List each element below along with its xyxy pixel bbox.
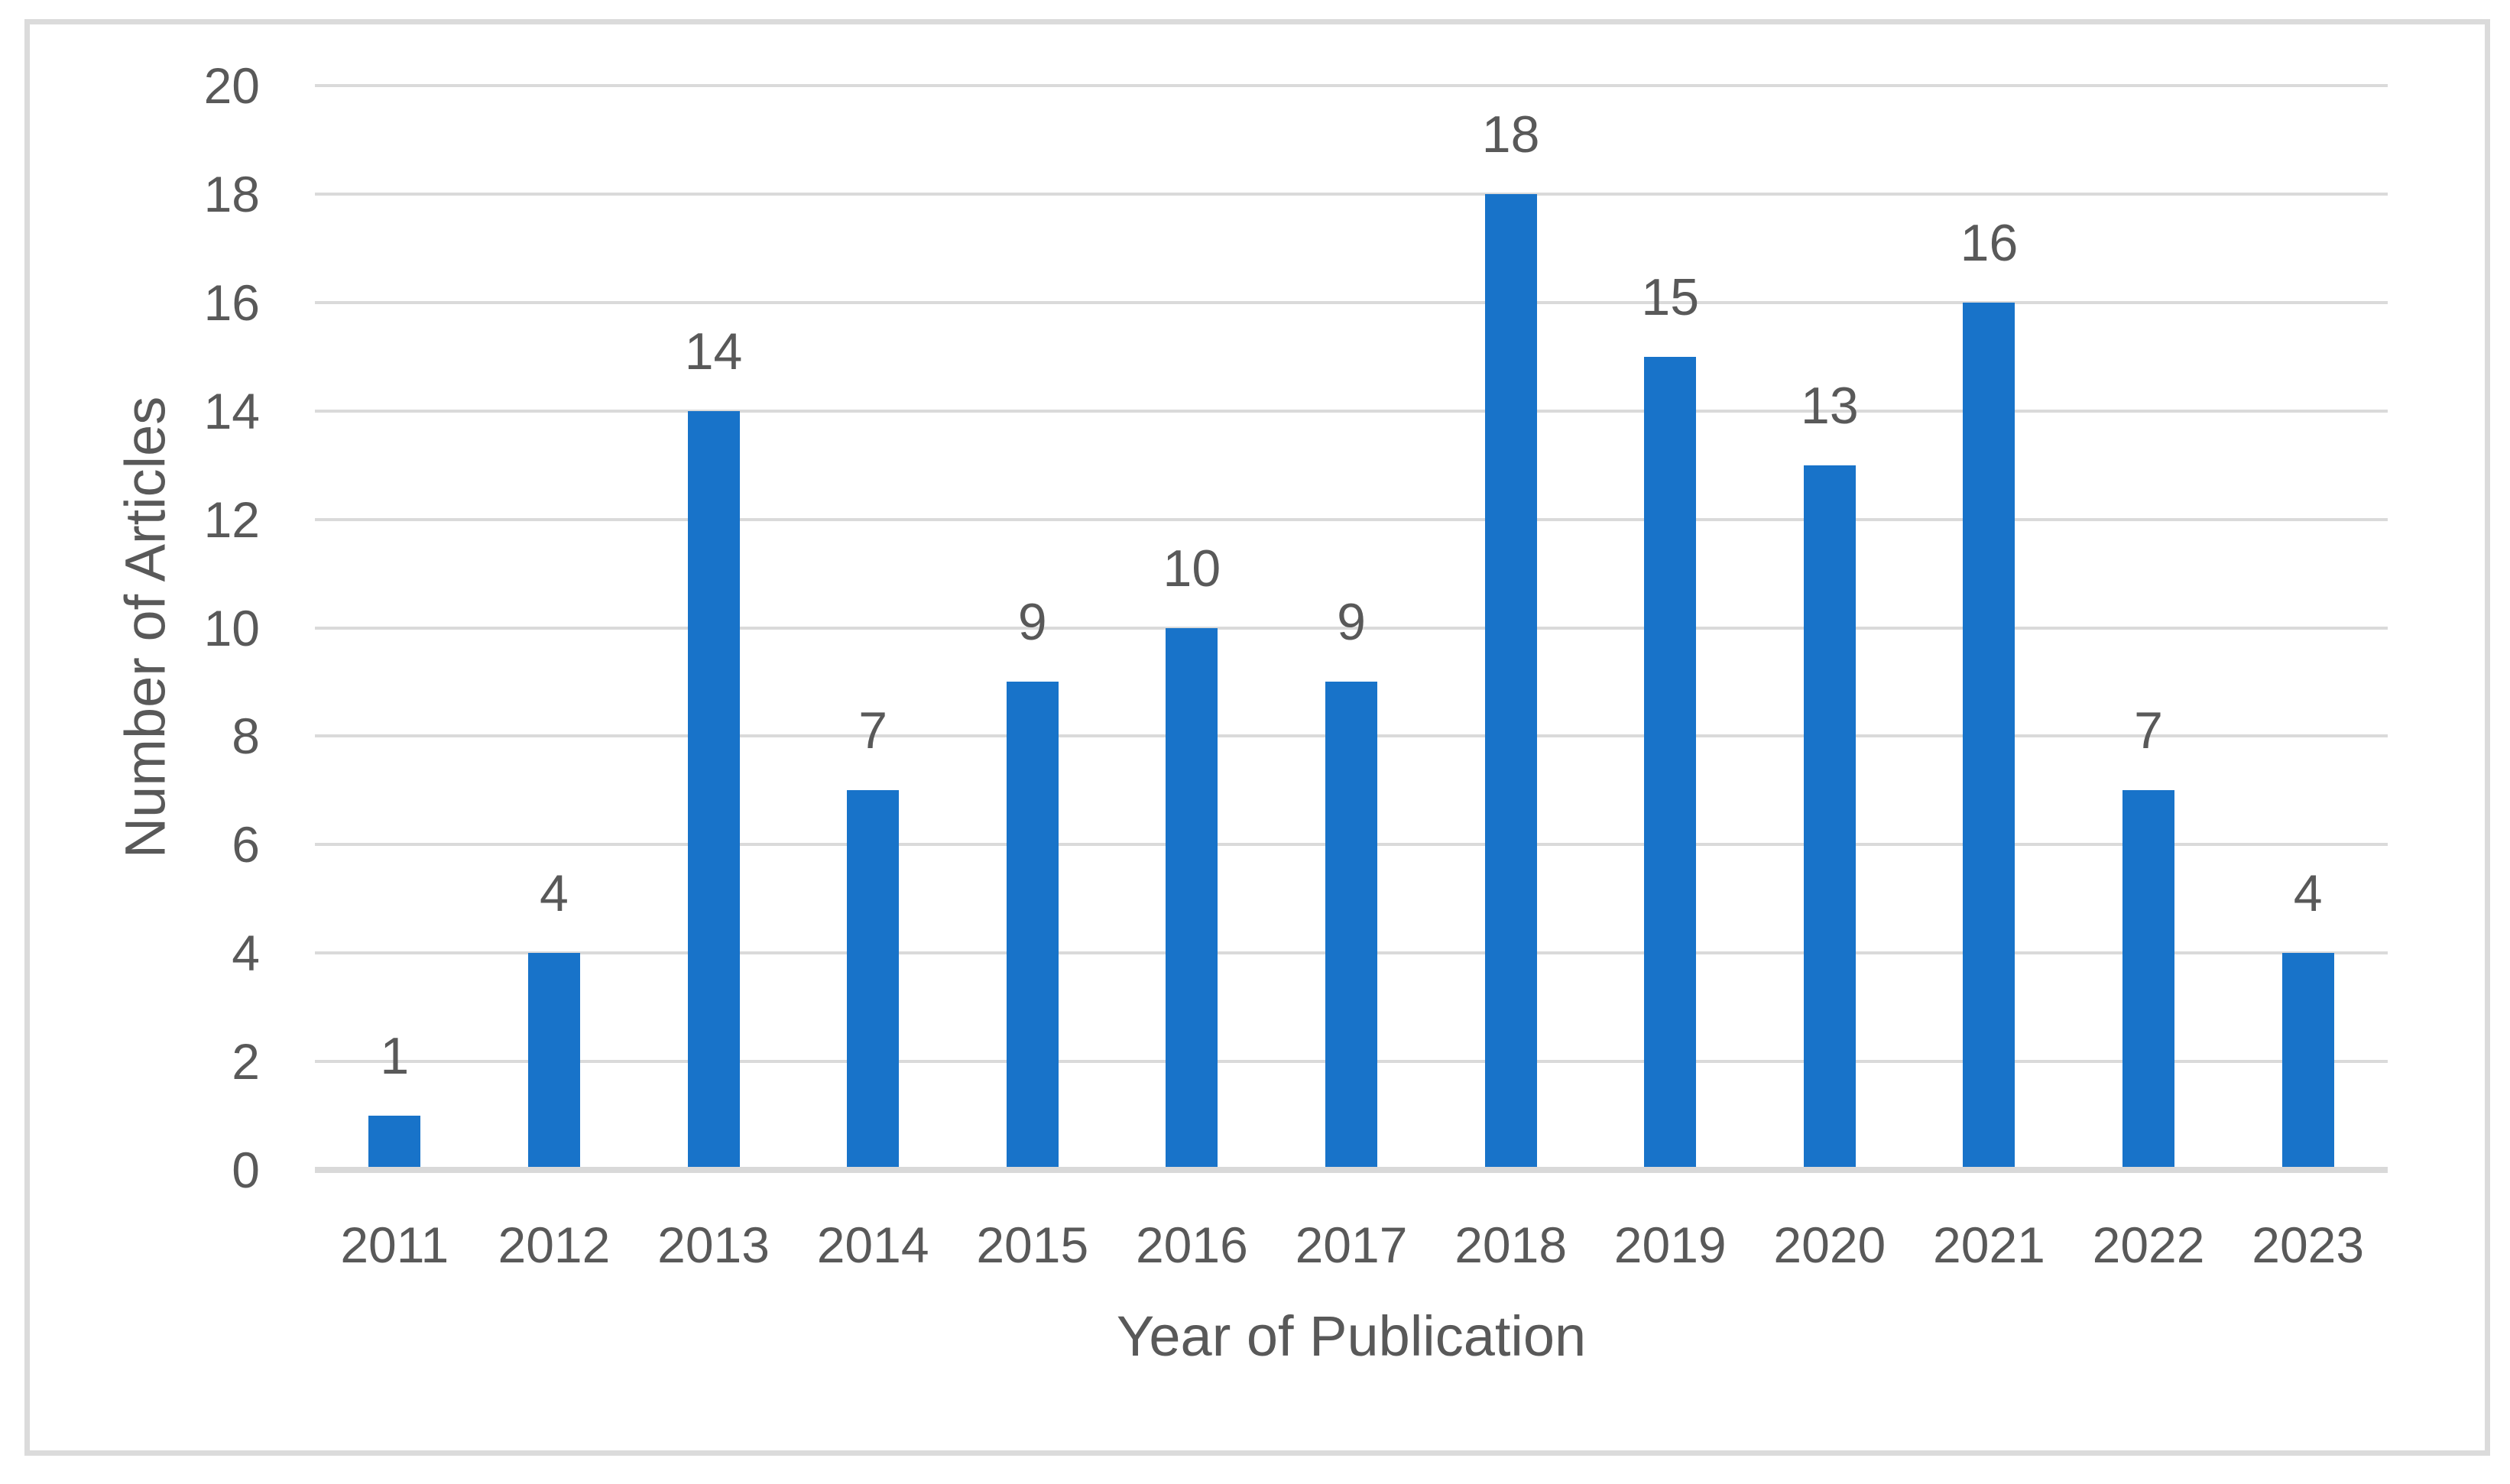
y-tick-label-18: 18 — [203, 165, 260, 222]
x-tick-label-2022: 2022 — [2092, 1217, 2205, 1273]
bar-2011 — [368, 1116, 421, 1170]
gridline-y18 — [315, 192, 2388, 196]
y-tick-label-20: 20 — [203, 57, 260, 114]
data-label-2016: 10 — [1163, 539, 1221, 598]
bar-2017 — [1325, 682, 1377, 1170]
y-tick-label-14: 14 — [203, 382, 260, 439]
bar-2012 — [527, 953, 580, 1170]
y-tick-label-4: 4 — [232, 925, 260, 982]
data-label-2022: 7 — [2134, 701, 2163, 760]
x-axis-title: Year of Publication — [1116, 1304, 1587, 1368]
bar-2021 — [1963, 302, 2015, 1170]
bar-2013 — [687, 410, 740, 1170]
y-tick-label-16: 16 — [203, 274, 260, 331]
gridline-y10 — [315, 626, 2388, 630]
x-tick-label-2015: 2015 — [976, 1217, 1089, 1273]
gridline-y16 — [315, 300, 2388, 304]
bar-2023 — [2281, 953, 2334, 1170]
x-axis-line — [315, 1167, 2388, 1173]
y-tick-label-10: 10 — [203, 599, 260, 656]
y-tick-label-0: 0 — [232, 1142, 260, 1198]
bar-2020 — [1803, 465, 1856, 1170]
bar-2014 — [847, 790, 900, 1170]
data-label-2023: 4 — [2293, 864, 2323, 923]
gridline-y14 — [315, 409, 2388, 413]
x-tick-label-2017: 2017 — [1295, 1217, 1408, 1273]
data-label-2018: 18 — [1481, 105, 1540, 164]
data-label-2019: 15 — [1641, 267, 1700, 326]
data-label-2014: 7 — [858, 701, 888, 760]
data-label-2015: 9 — [1017, 593, 1047, 652]
x-tick-label-2018: 2018 — [1454, 1217, 1568, 1273]
data-label-2017: 9 — [1337, 593, 1366, 652]
bar-2015 — [1006, 682, 1059, 1170]
x-tick-label-2016: 2016 — [1135, 1217, 1248, 1273]
x-tick-label-2012: 2012 — [498, 1217, 611, 1273]
x-tick-label-2021: 2021 — [1933, 1217, 2045, 1273]
plot-area: 1 4 14 7 9 10 9 18 15 13 16 7 4 — [315, 84, 2388, 1173]
bar-2018 — [1484, 193, 1537, 1170]
x-tick-label-2014: 2014 — [816, 1217, 929, 1273]
x-tick-label-2011: 2011 — [340, 1217, 449, 1273]
data-label-2013: 14 — [684, 322, 743, 381]
data-label-2012: 4 — [540, 864, 569, 923]
x-tick-label-2013: 2013 — [657, 1217, 770, 1273]
x-tick-label-2020: 2020 — [1773, 1217, 1886, 1273]
data-label-2021: 16 — [1960, 213, 2019, 272]
x-tick-label-2019: 2019 — [1613, 1217, 1727, 1273]
y-tick-label-8: 8 — [232, 708, 260, 765]
data-label-2020: 13 — [1801, 376, 1859, 435]
x-tick-label-2023: 2023 — [2252, 1217, 2365, 1273]
bar-2019 — [1644, 356, 1697, 1170]
y-tick-label-6: 6 — [232, 816, 260, 873]
gridline-y20 — [315, 84, 2388, 87]
y-tick-label-12: 12 — [203, 491, 260, 548]
bar-2016 — [1166, 627, 1218, 1170]
bar-2022 — [2122, 790, 2175, 1170]
gridline-y12 — [315, 517, 2388, 521]
y-tick-label-2: 2 — [232, 1033, 260, 1090]
data-label-2011: 1 — [380, 1027, 410, 1086]
